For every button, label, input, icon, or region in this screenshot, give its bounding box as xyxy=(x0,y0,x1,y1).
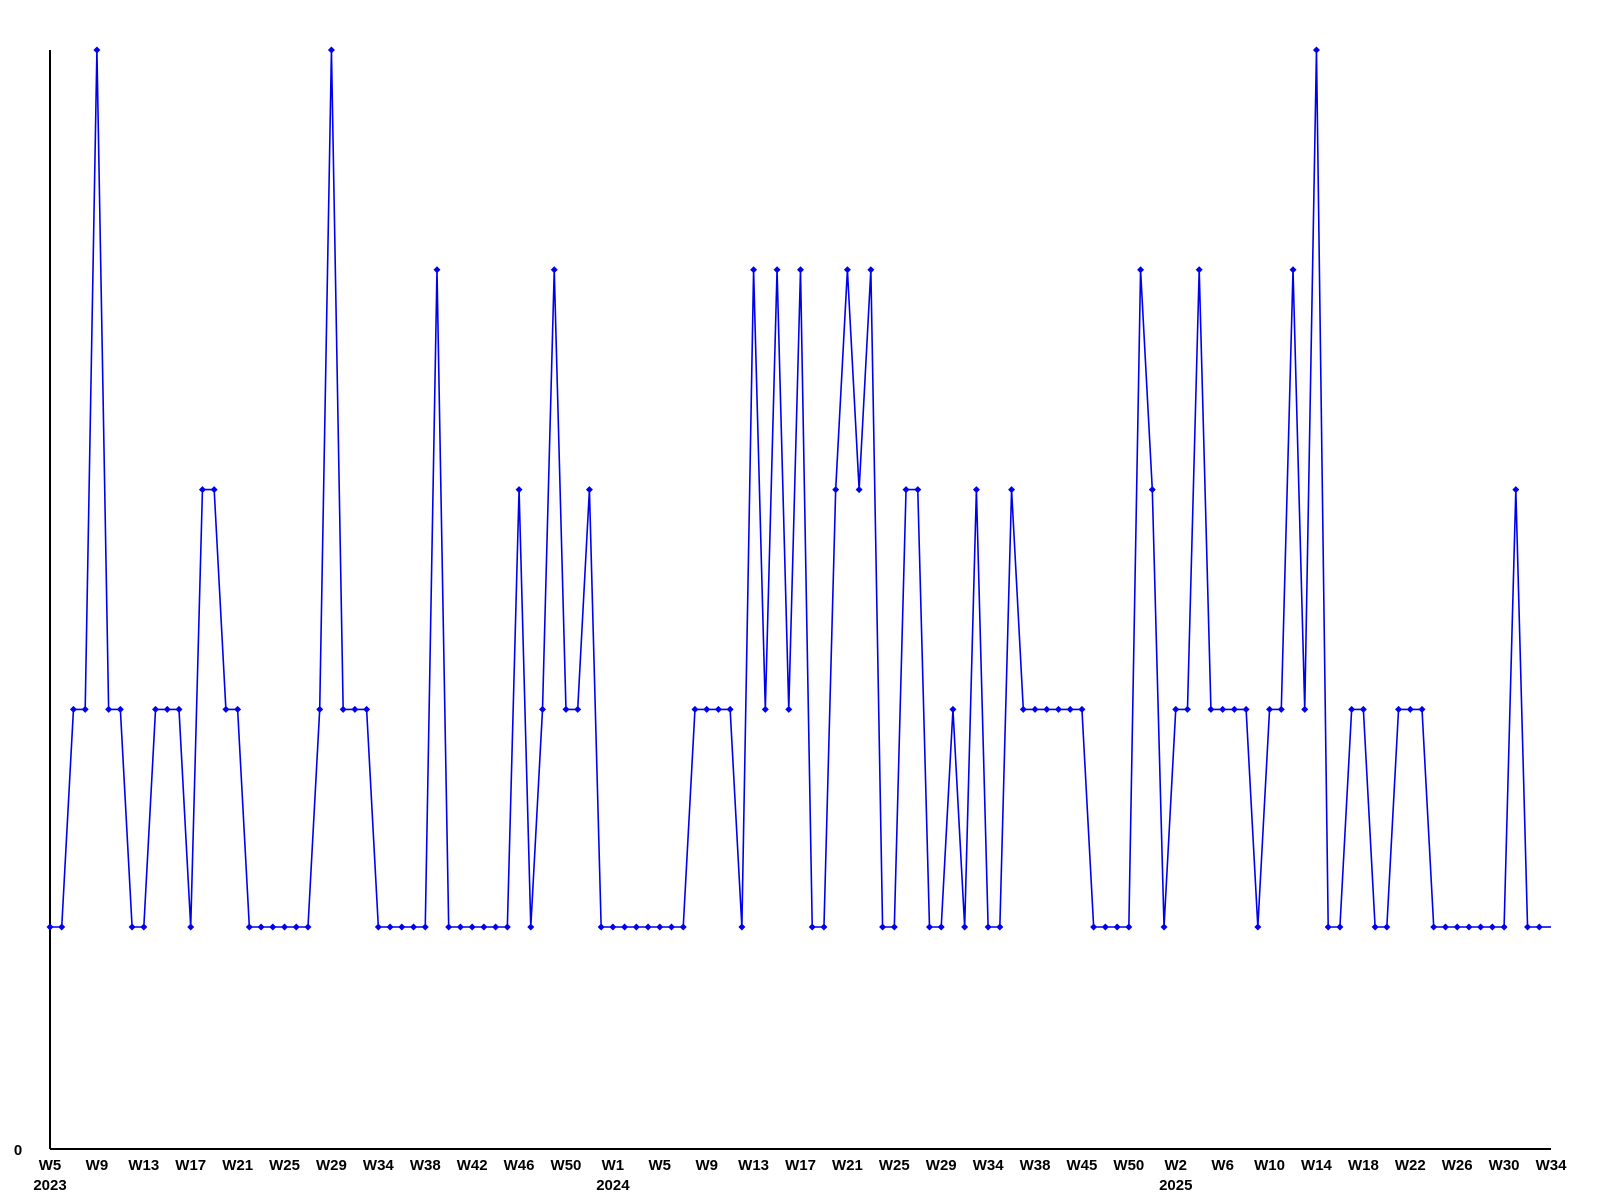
svg-text:W2: W2 xyxy=(1165,1157,1188,1174)
svg-text:W1: W1 xyxy=(602,1157,625,1174)
svg-text:0: 0 xyxy=(14,1142,22,1159)
svg-text:W5: W5 xyxy=(649,1157,672,1174)
svg-text:W42: W42 xyxy=(457,1157,488,1174)
svg-text:W34: W34 xyxy=(363,1157,395,1174)
svg-text:W30: W30 xyxy=(1489,1157,1520,1174)
svg-text:W34: W34 xyxy=(1536,1157,1568,1174)
svg-text:W38: W38 xyxy=(410,1157,441,1174)
svg-text:W25: W25 xyxy=(269,1157,300,1174)
svg-text:W26: W26 xyxy=(1442,1157,1473,1174)
svg-text:W21: W21 xyxy=(832,1157,863,1174)
svg-text:2024: 2024 xyxy=(596,1177,630,1194)
svg-text:W5: W5 xyxy=(39,1157,62,1174)
svg-text:W10: W10 xyxy=(1254,1157,1285,1174)
svg-text:W50: W50 xyxy=(551,1157,582,1174)
svg-text:W45: W45 xyxy=(1067,1157,1098,1174)
svg-text:W14: W14 xyxy=(1301,1157,1333,1174)
svg-text:W21: W21 xyxy=(222,1157,253,1174)
svg-text:W18: W18 xyxy=(1348,1157,1379,1174)
svg-text:W17: W17 xyxy=(785,1157,816,1174)
svg-text:W29: W29 xyxy=(926,1157,957,1174)
svg-text:W50: W50 xyxy=(1113,1157,1144,1174)
svg-text:W38: W38 xyxy=(1020,1157,1051,1174)
svg-text:W9: W9 xyxy=(695,1157,718,1174)
svg-text:W46: W46 xyxy=(504,1157,535,1174)
svg-text:2025: 2025 xyxy=(1159,1177,1192,1194)
svg-text:W25: W25 xyxy=(879,1157,910,1174)
svg-text:W17: W17 xyxy=(175,1157,206,1174)
svg-text:W13: W13 xyxy=(738,1157,769,1174)
svg-text:W34: W34 xyxy=(973,1157,1005,1174)
svg-text:W22: W22 xyxy=(1395,1157,1426,1174)
svg-text:W9: W9 xyxy=(86,1157,109,1174)
svg-text:2023: 2023 xyxy=(33,1177,66,1194)
svg-text:W29: W29 xyxy=(316,1157,347,1174)
svg-text:W13: W13 xyxy=(128,1157,159,1174)
svg-text:W6: W6 xyxy=(1211,1157,1234,1174)
